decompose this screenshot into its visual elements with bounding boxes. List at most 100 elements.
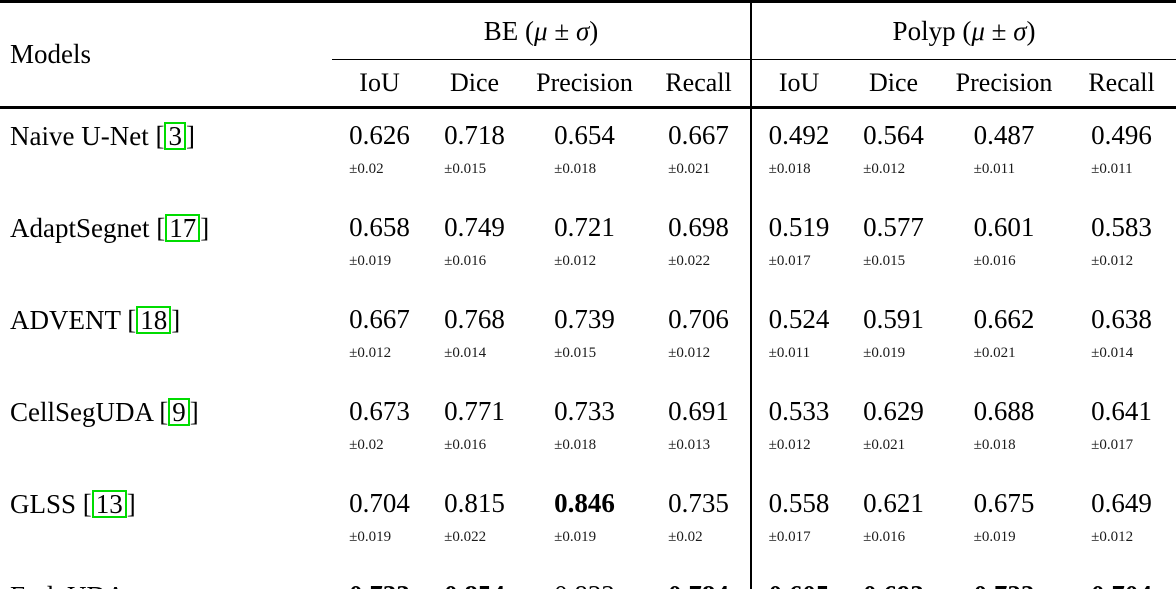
cell-polyp-iou: 0.524 ±0.011 [751,293,846,385]
metric-std: ±0.014 [1091,345,1134,361]
cell-be-precision: 0.846 ±0.019 [522,477,647,569]
citation-link[interactable]: 9 [168,398,190,426]
cell-polyp-precision: 0.662 ±0.021 [941,293,1067,385]
model-name-cell: EndoUDA [0,569,332,589]
value-stack: 0.519 ±0.017 [769,201,830,269]
value-stack: 0.735 ±0.02 [668,477,729,545]
value-stack: 0.688 ±0.018 [974,385,1035,453]
value-stack: 0.558 ±0.017 [769,477,830,545]
metric-std: ±0.013 [668,437,711,453]
citation-link[interactable]: 17 [165,214,201,242]
metric-std: ±0.015 [444,161,487,177]
value-stack: 0.629 ±0.021 [863,385,924,453]
value-stack: 0.492 ±0.018 [769,109,830,177]
value-stack: 0.854±0.021 [444,569,505,589]
cell-be-recall: 0.691 ±0.013 [647,385,753,477]
cell-polyp-dice: 0.621 ±0.016 [846,477,941,569]
cell-polyp-dice: 0.629 ±0.021 [846,385,941,477]
mu-symbol: μ [534,15,548,46]
metric-value: 0.641 [1091,396,1152,426]
cell-polyp-recall: 0.649 ±0.012 [1067,477,1176,569]
value-stack: 0.487 ±0.011 [974,109,1035,177]
metric-std: ±0.021 [668,161,711,177]
metric-value: 0.735 [668,488,729,518]
cell-be-precision: 0.832±0.017 [522,569,647,589]
model-name: EndoUDA [10,581,126,589]
cell-polyp-dice: 0.591 ±0.019 [846,293,941,385]
value-stack: 0.605±0.014 [769,569,830,589]
metric-std: ±0.016 [444,253,487,269]
metric-value: 0.638 [1091,304,1152,334]
model-name-cell: AdaptSegnet [17] [10,213,210,243]
metric-std: ±0.017 [768,253,811,269]
model-name: AdaptSegnet [10,213,150,243]
be-precision-header: Precision [522,59,647,109]
model-name-cell: ADVENT [18] [10,305,181,335]
value-stack: 0.722±0.017 [974,569,1035,589]
metric-value: 0.722 [974,581,1035,589]
metric-std: ±0.019 [349,529,392,545]
cell-be-recall: 0.784±0.019 [647,569,753,589]
metric-value: 0.832 [554,581,615,589]
metric-value: 0.583 [1091,212,1152,242]
metric-value: 0.771 [444,396,505,426]
value-stack: 0.667 ±0.021 [668,109,729,177]
metric-value: 0.693 [863,581,924,589]
citation-link[interactable]: 18 [136,306,172,334]
metric-value: 0.733 [554,396,615,426]
metric-std: ±0.019 [863,345,906,361]
metric-value: 0.533 [768,396,830,426]
be-math-open: ( [525,15,535,46]
model-name-cell: GLSS [13] [10,489,136,519]
be-dice-header: Dice [427,59,522,109]
metric-value: 0.749 [444,212,505,242]
polyp-math-open: ( [962,15,972,46]
be-recall-header: Recall [647,59,753,109]
citation-link[interactable]: 3 [164,122,186,150]
metric-value: 0.846 [554,488,615,518]
cell-polyp-recall: 0.641 ±0.017 [1067,385,1176,477]
cell-be-recall: 0.698 ±0.022 [647,201,753,293]
metric-std: ±0.011 [768,345,811,361]
value-stack: 0.601 ±0.016 [974,201,1035,269]
value-stack: 0.718 ±0.015 [444,109,505,177]
cell-polyp-recall: 0.638 ±0.014 [1067,293,1176,385]
table-row: CellSegUDA [9] 0.673 ±0.02 0.771 ±0.016 0.733… [0,385,1176,477]
models-column-header: Models [0,1,332,109]
cell-be-precision: 0.733 ±0.018 [522,385,647,477]
cell-be-dice: 0.854±0.021 [427,569,522,589]
polyp-precision-header: Precision [941,59,1068,109]
metric-value: 0.496 [1091,120,1152,150]
polyp-recall-header: Recall [1067,59,1176,109]
value-stack: 0.749 ±0.016 [444,201,505,269]
cell-polyp-dice: 0.693±0.02 [846,569,941,589]
be-iou-header: IoU [332,59,427,109]
metric-std: ±0.012 [554,253,597,269]
table-row: ADVENT [18] 0.667 ±0.012 0.768 ±0.014 0.739 ±0… [0,293,1176,385]
metric-value: 0.768 [444,304,505,334]
metric-std: ±0.02 [349,437,384,453]
cell-be-iou: 0.673 ±0.02 [332,385,427,477]
value-stack: 0.698 ±0.022 [668,201,729,269]
polyp-dice-header: Dice [846,59,942,109]
metric-value: 0.654 [554,120,615,150]
metric-std: ±0.015 [554,345,597,361]
cell-polyp-precision: 0.675 ±0.019 [941,477,1067,569]
metric-value: 0.524 [768,304,830,334]
metric-std: ±0.021 [863,437,906,453]
table-row: AdaptSegnet [17] 0.658 ±0.019 0.749 ±0.016 0.… [0,201,1176,293]
value-stack: 0.626 ±0.02 [349,109,410,177]
citation-link[interactable]: 13 [91,490,127,518]
value-stack: 0.577 ±0.015 [863,201,924,269]
metric-value: 0.601 [973,212,1035,242]
metric-std: ±0.016 [863,529,906,545]
model-name: CellSegUDA [10,397,153,427]
value-stack: 0.815 ±0.022 [444,477,505,545]
mu-symbol: μ [971,15,985,46]
sigma-symbol: σ [1013,15,1027,46]
metric-value: 0.721 [554,212,615,242]
value-stack: 0.621 ±0.016 [863,477,924,545]
cell-polyp-iou: 0.605±0.014 [751,569,846,589]
metric-std: ±0.016 [444,437,487,453]
value-stack: 0.733±0.014 [349,569,410,589]
